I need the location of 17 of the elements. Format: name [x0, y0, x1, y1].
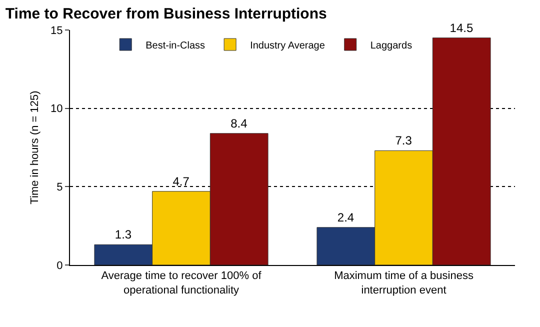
x-tick-label: Average time to recover 100% of operational functionality [101, 270, 262, 296]
legend-label: Best-in-Class [146, 40, 206, 52]
data-label: 8.4 [230, 116, 248, 130]
x-tick-label: Maximum time of a business interruption event [334, 270, 474, 296]
data-label: 14.5 [450, 20, 474, 35]
legend-label: Industry Average [250, 40, 326, 52]
legend-label: Laggards [370, 40, 412, 52]
data-label: 7.3 [395, 134, 412, 148]
chart-title: Time to Recover from Business Interruptions [5, 6, 327, 23]
data-label: 4.7 [172, 174, 190, 188]
y-tick-label: 15 [50, 24, 63, 37]
y-axis-title: Time in hours (n = 125) [29, 90, 41, 204]
data-label: 1.3 [114, 228, 132, 242]
y-tick-label: 0 [56, 260, 63, 272]
data-label: 2.4 [337, 210, 354, 224]
y-tick-label: 10 [50, 103, 63, 116]
y-tick-label: 5 [56, 182, 63, 194]
